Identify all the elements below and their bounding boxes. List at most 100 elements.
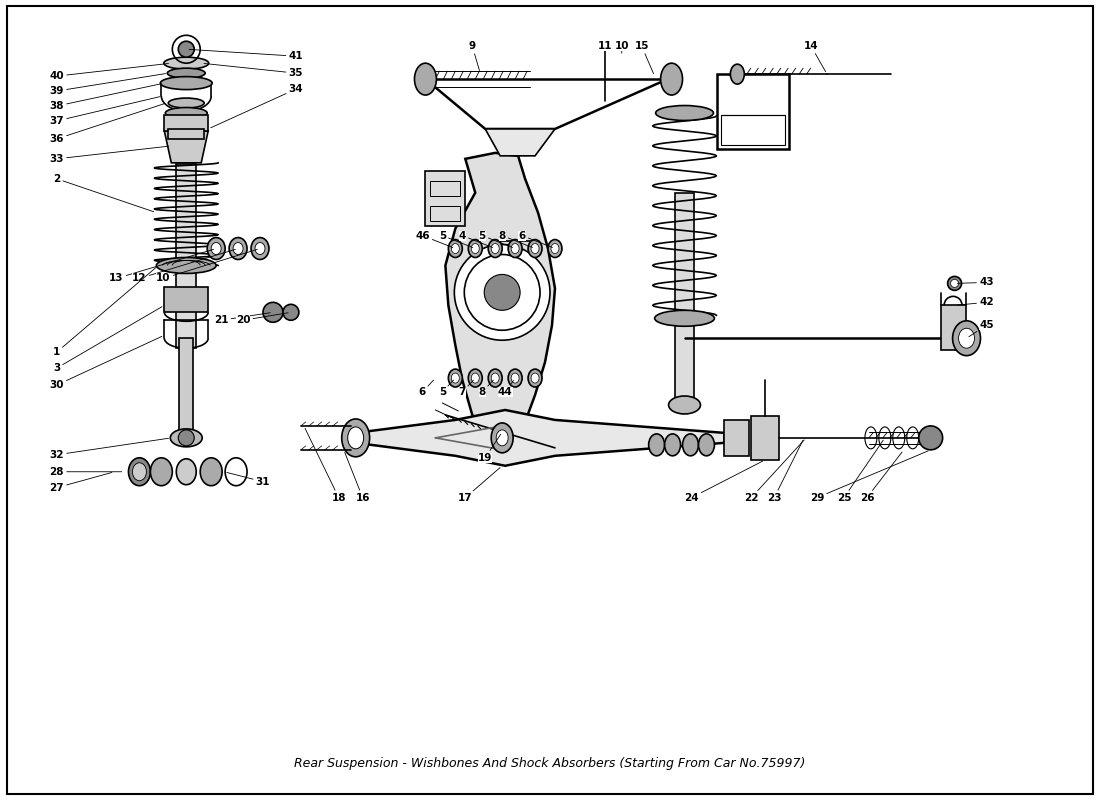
Text: 46: 46 [415, 230, 453, 247]
Text: 6: 6 [419, 380, 433, 397]
Text: 30: 30 [50, 336, 162, 390]
Ellipse shape [492, 373, 499, 383]
Ellipse shape [176, 458, 196, 485]
Ellipse shape [449, 369, 462, 387]
Text: 5: 5 [478, 230, 513, 247]
Text: 42: 42 [957, 298, 993, 307]
Bar [164, 287, 208, 312]
Text: 17: 17 [458, 467, 500, 502]
Bar [725, 420, 749, 456]
Ellipse shape [492, 243, 499, 254]
Bar [430, 206, 460, 221]
Text: 35: 35 [204, 63, 304, 78]
Ellipse shape [649, 434, 664, 456]
Text: 9: 9 [469, 42, 480, 70]
Text: 10: 10 [156, 250, 257, 283]
Ellipse shape [548, 239, 562, 258]
Ellipse shape [531, 373, 539, 383]
Bar [940, 306, 966, 350]
Text: 7: 7 [459, 380, 473, 397]
Circle shape [918, 426, 943, 450]
Text: 41: 41 [189, 50, 304, 61]
Ellipse shape [471, 243, 480, 254]
Text: 15: 15 [635, 42, 653, 74]
Ellipse shape [156, 258, 217, 274]
Polygon shape [164, 131, 208, 163]
Text: 8: 8 [498, 230, 532, 247]
Ellipse shape [151, 458, 173, 486]
Ellipse shape [167, 68, 206, 78]
Text: 1: 1 [53, 267, 156, 357]
Text: 6: 6 [518, 230, 552, 247]
Ellipse shape [200, 458, 222, 486]
Text: 34: 34 [211, 84, 304, 128]
Ellipse shape [958, 328, 975, 348]
Text: 45: 45 [969, 320, 993, 337]
Text: 19: 19 [478, 434, 500, 462]
Ellipse shape [730, 64, 745, 84]
Text: 39: 39 [50, 74, 166, 96]
Text: 25: 25 [837, 440, 883, 502]
Ellipse shape [211, 242, 221, 254]
Text: 13: 13 [109, 250, 213, 283]
Ellipse shape [251, 238, 270, 259]
Ellipse shape [531, 243, 539, 254]
Bar [722, 115, 785, 145]
Bar [500, 241, 530, 310]
Text: 8: 8 [478, 380, 493, 397]
Ellipse shape [698, 434, 714, 456]
Text: 4: 4 [459, 230, 493, 247]
Ellipse shape [168, 98, 205, 108]
Ellipse shape [656, 106, 714, 121]
Ellipse shape [682, 434, 698, 456]
Ellipse shape [528, 239, 542, 258]
Ellipse shape [165, 107, 207, 118]
Text: 29: 29 [810, 451, 928, 502]
Text: 23: 23 [767, 440, 803, 502]
Text: 20: 20 [235, 313, 288, 326]
Circle shape [178, 42, 195, 57]
Circle shape [178, 430, 195, 446]
Text: 24: 24 [684, 461, 762, 502]
Text: 36: 36 [50, 104, 164, 144]
Text: 26: 26 [859, 452, 902, 502]
Ellipse shape [255, 242, 265, 254]
Circle shape [283, 304, 299, 320]
Bar [751, 416, 779, 460]
Ellipse shape [528, 369, 542, 387]
Bar [168, 129, 205, 139]
Text: 11: 11 [597, 42, 612, 51]
Ellipse shape [496, 430, 508, 446]
Text: 16: 16 [344, 453, 370, 502]
Text: 14: 14 [804, 42, 826, 72]
Bar [430, 181, 460, 196]
Ellipse shape [664, 434, 681, 456]
Text: 10: 10 [615, 42, 629, 54]
Text: 37: 37 [50, 97, 160, 126]
Ellipse shape [342, 419, 370, 457]
Text: 43: 43 [957, 278, 993, 287]
Ellipse shape [229, 238, 248, 259]
Circle shape [263, 302, 283, 322]
Ellipse shape [508, 239, 522, 258]
Polygon shape [446, 153, 556, 428]
Text: 44: 44 [498, 380, 514, 397]
Ellipse shape [233, 242, 243, 254]
Bar [426, 170, 465, 226]
Ellipse shape [551, 243, 559, 254]
Ellipse shape [661, 63, 682, 95]
Polygon shape [355, 410, 725, 466]
Text: 12: 12 [132, 250, 235, 283]
Ellipse shape [669, 396, 701, 414]
Ellipse shape [161, 77, 212, 90]
Bar [176, 164, 196, 348]
Text: 31: 31 [227, 473, 271, 486]
Text: 18: 18 [305, 429, 346, 502]
Ellipse shape [451, 373, 460, 383]
Text: 40: 40 [50, 63, 168, 81]
Text: 3: 3 [53, 306, 162, 373]
Bar [164, 115, 208, 131]
Bar [674, 193, 694, 402]
Circle shape [947, 277, 961, 290]
Ellipse shape [469, 239, 482, 258]
